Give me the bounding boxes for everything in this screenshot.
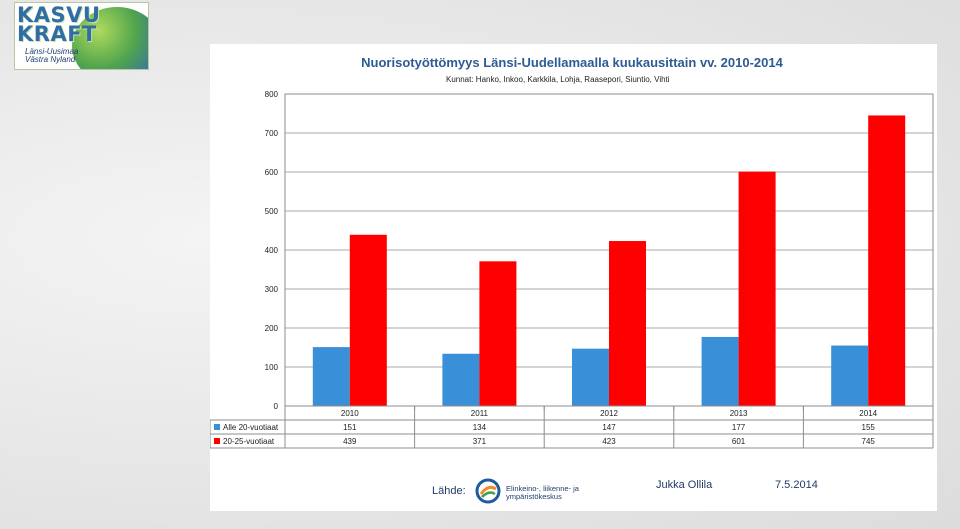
logo-swoosh-icon [72, 7, 148, 69]
category-label: 2014 [859, 409, 877, 418]
logo-sub-2: Västra Nyland [25, 55, 76, 64]
category-label: 2013 [730, 409, 748, 418]
table-value: 151 [343, 423, 357, 432]
category-label: 2012 [600, 409, 618, 418]
legend-swatch [214, 438, 220, 444]
ely-organization: Elinkeino-, liikenne- ja ympäristökeskus [506, 485, 579, 501]
bar-20-25-2010 [349, 234, 387, 406]
table-value: 134 [473, 423, 487, 432]
table-value: 745 [862, 437, 876, 446]
author-name: Jukka Ollila [656, 479, 713, 491]
kasvu-kraft-logo: KASVU KRAFT Länsi-Uusimaa Västra Nyland [14, 2, 149, 70]
legend-label: 20-25-vuotiaat [223, 437, 275, 446]
category-label: 2010 [341, 409, 359, 418]
bar-alle-20-2014 [831, 345, 869, 406]
legend-swatch [214, 424, 220, 430]
y-tick-label: 100 [265, 363, 279, 372]
y-tick-label: 600 [265, 168, 279, 177]
legend-label: Alle 20-vuotiaat [223, 423, 279, 432]
bar-alle-20-2010 [312, 347, 350, 406]
bar-alle-20-2012 [572, 348, 609, 406]
data-table: 2010 2011 2012 2013 2014 Alle 20-vuotiaat 151 1… [210, 405, 934, 449]
source-label: Lähde: [432, 485, 466, 497]
ely-org-line-1: Elinkeino-, liikenne- ja [506, 484, 579, 493]
bar-alle-20-2013 [701, 336, 739, 406]
table-value: 371 [473, 437, 487, 446]
y-tick-label: 500 [265, 207, 279, 216]
table-value: 601 [732, 437, 746, 446]
y-tick-label: 0 [274, 402, 279, 411]
table-value: 155 [862, 423, 876, 432]
bar-20-25-2012 [609, 241, 646, 406]
bar-20-25-2013 [738, 171, 776, 406]
chart-subtitle: Kunnat: Hanko, Inkoo, Karkkila, Lohja, R… [446, 75, 670, 84]
bar-20-25-2011 [479, 261, 517, 406]
chart: Nuorisotyöttömyys Länsi-Uudellamaalla ku… [210, 55, 934, 449]
bar-20-25-2014 [868, 115, 906, 406]
category-label: 2011 [471, 409, 489, 418]
logo-word-1: KASVU [17, 3, 101, 27]
ely-logo-icon [475, 478, 501, 504]
table-value: 177 [732, 423, 746, 432]
ely-org-line-2: ympäristökeskus [506, 492, 562, 501]
bars [312, 115, 906, 406]
chart-title: Nuorisotyöttömyys Länsi-Uudellamaalla ku… [361, 55, 783, 70]
y-tick-label: 800 [265, 90, 279, 99]
bar-alle-20-2011 [442, 353, 480, 406]
y-tick-label: 300 [265, 285, 279, 294]
presentation-date: 7.5.2014 [775, 479, 818, 491]
y-tick-label: 200 [265, 324, 279, 333]
y-tick-label: 400 [265, 246, 279, 255]
y-tick-label: 700 [265, 129, 279, 138]
table-value: 423 [602, 437, 616, 446]
logo-sub-1: Länsi-Uusimaa [25, 47, 79, 56]
logo-word-2: KRAFT [17, 22, 97, 46]
table-value: 147 [602, 423, 616, 432]
table-value: 439 [343, 437, 357, 446]
slide-panel: Nuorisotyöttömyys Länsi-Uudellamaalla ku… [210, 44, 937, 511]
